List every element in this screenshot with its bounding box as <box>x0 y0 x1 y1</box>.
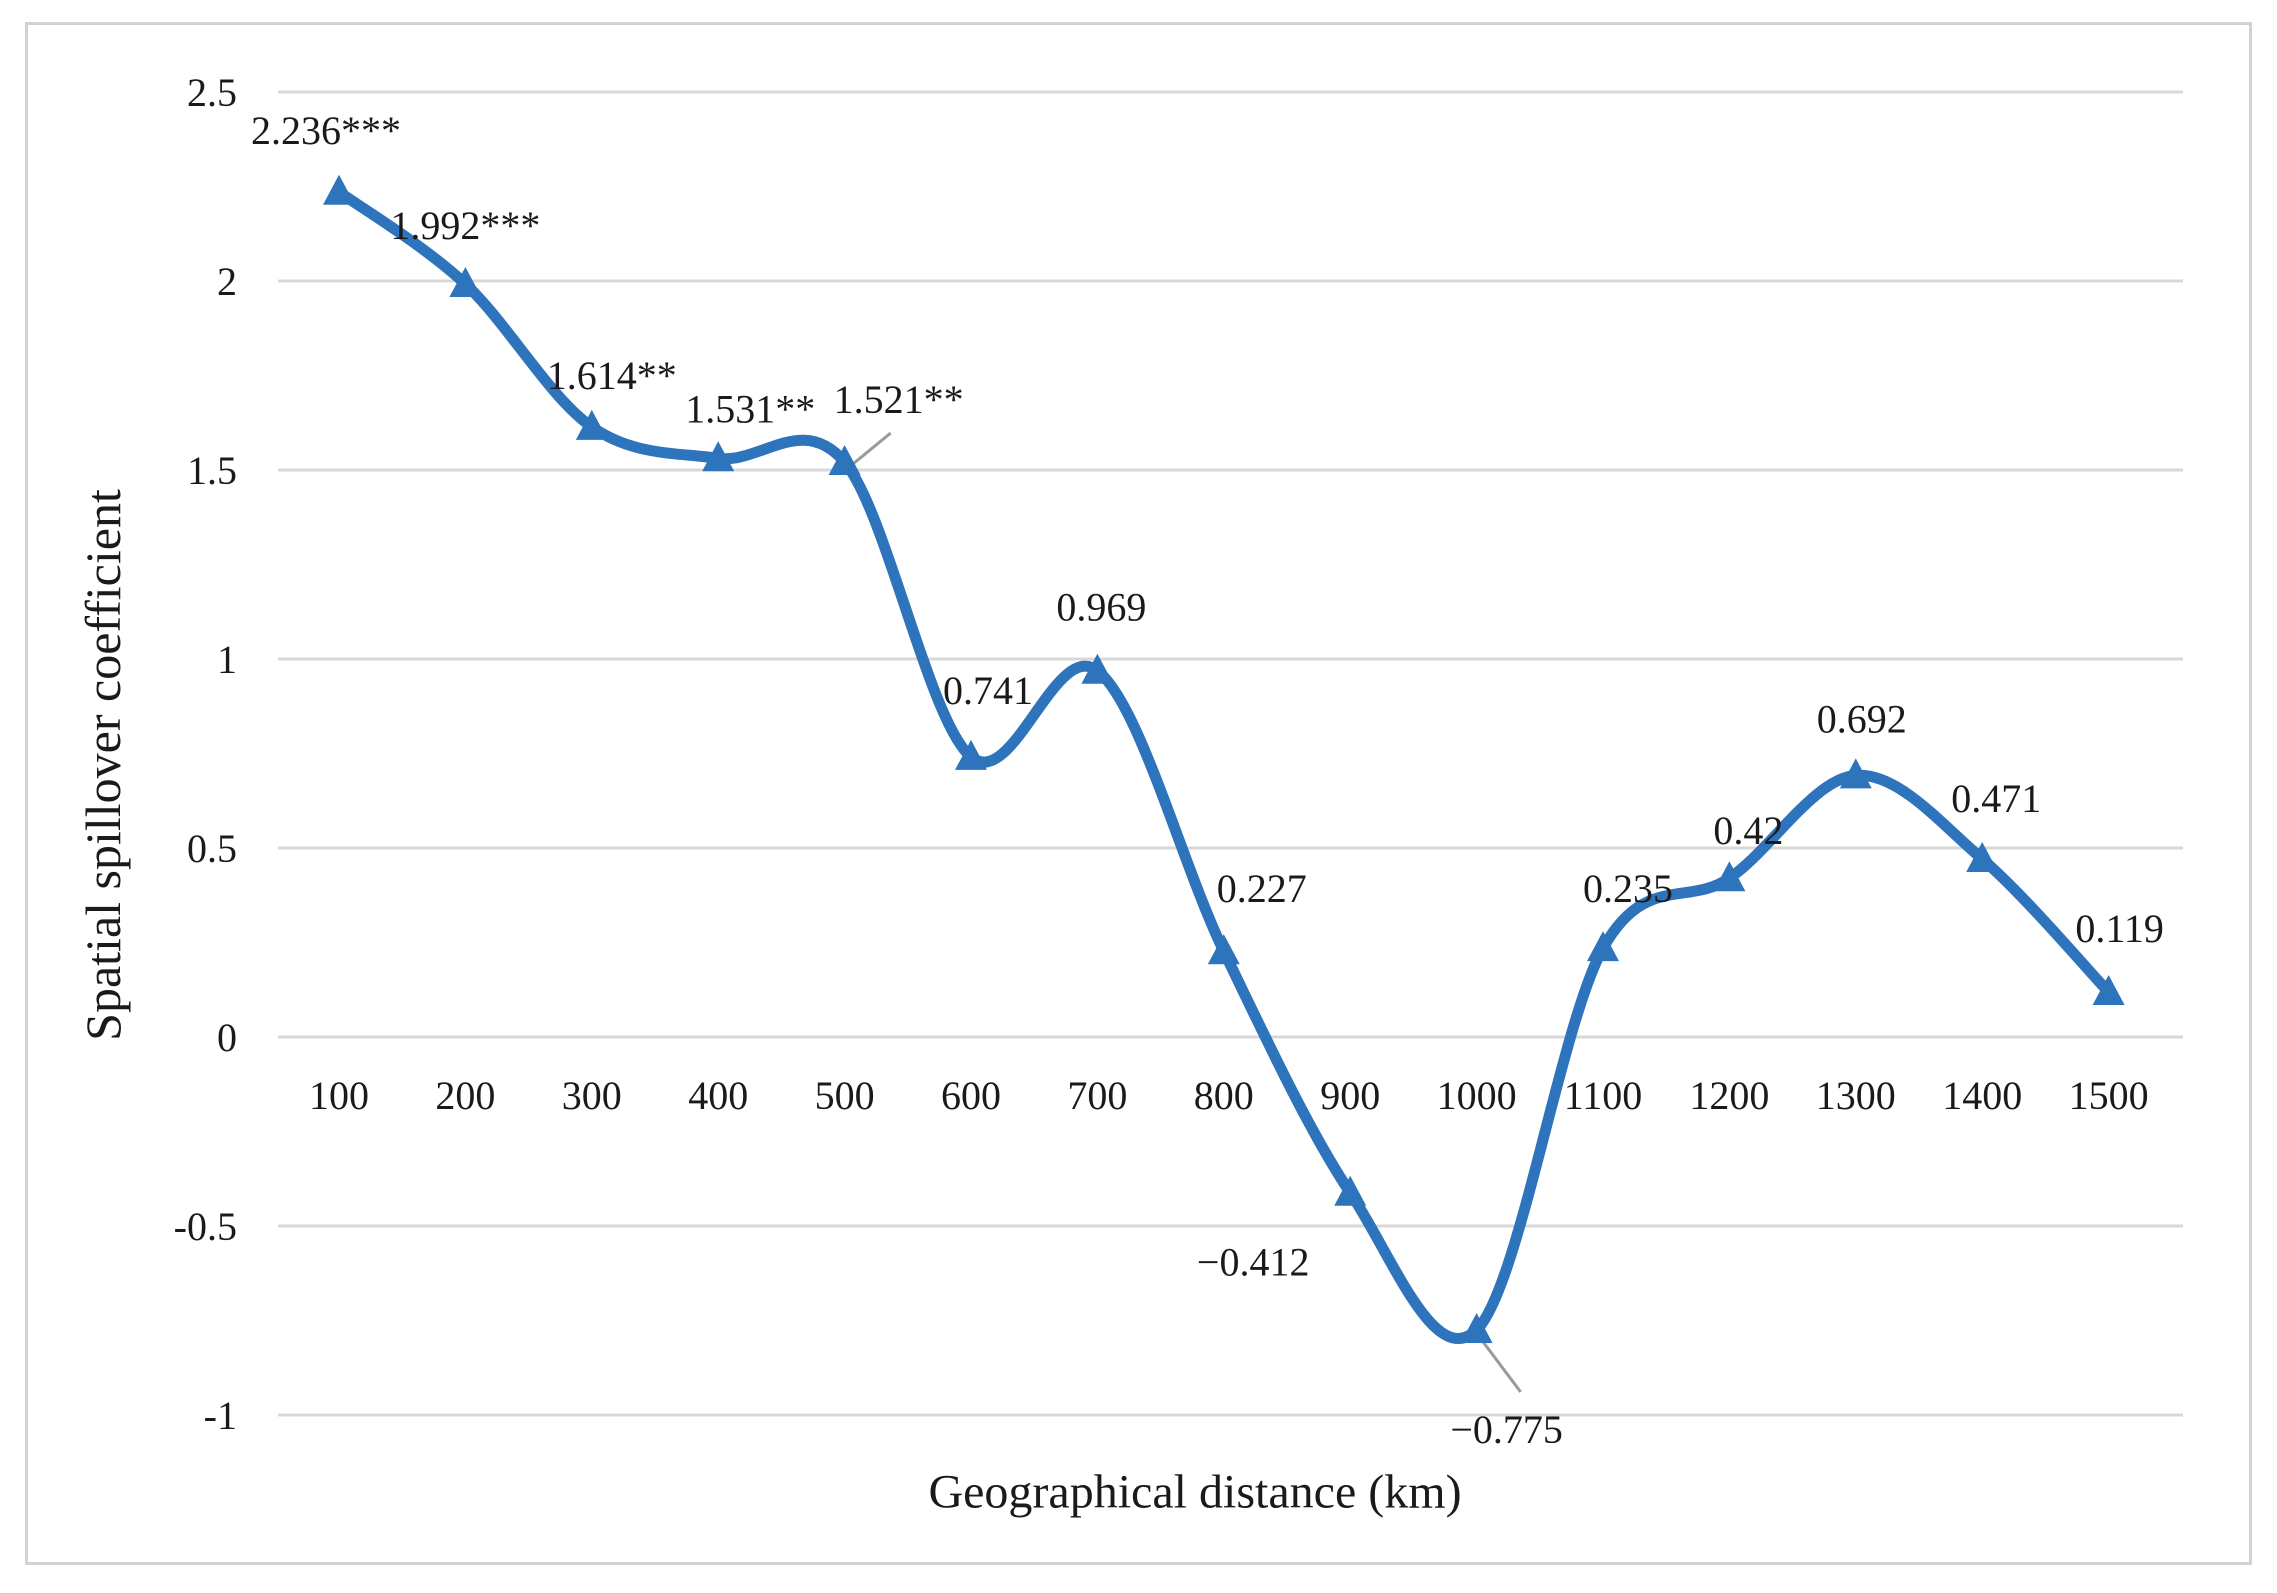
data-point-label: 0.692 <box>1817 696 1907 741</box>
x-tick-label: 600 <box>941 1073 1001 1118</box>
data-point-marker <box>323 174 355 205</box>
data-point-label: 0.471 <box>1951 776 2041 821</box>
data-point-label: 2.236*** <box>251 108 401 153</box>
y-tick-label: 2 <box>217 259 237 304</box>
data-point-marker <box>828 445 861 476</box>
y-tick-label: 1 <box>217 637 237 682</box>
label-leader-line <box>850 431 892 467</box>
x-tick-label: 1300 <box>1816 1073 1896 1118</box>
x-tick-label: 200 <box>435 1073 495 1118</box>
data-point-label: 1.614** <box>547 353 677 398</box>
x-tick-label: 900 <box>1320 1073 1380 1118</box>
x-tick-label: 400 <box>688 1073 748 1118</box>
x-axis-title: Geographical distance (km) <box>928 1465 1462 1519</box>
data-point-label: −0.412 <box>1197 1240 1310 1285</box>
y-axis-title: Spatial spillover coefficient <box>75 489 131 1041</box>
data-point-marker <box>1713 861 1746 892</box>
data-point-label: 1.531** <box>685 386 815 431</box>
data-point-label: 0.119 <box>2075 906 2164 951</box>
y-tick-label: -1 <box>204 1393 237 1438</box>
x-tick-label: 1400 <box>1942 1073 2022 1118</box>
data-point-marker <box>702 441 735 472</box>
data-point-marker <box>1207 934 1240 965</box>
y-tick-label: 0.5 <box>187 826 237 871</box>
y-tick-label: 0 <box>217 1015 237 1060</box>
y-tick-label: 2.5 <box>187 70 237 115</box>
data-point-label: 1.521** <box>834 377 964 422</box>
data-point-marker <box>1587 931 1619 962</box>
x-tick-label: 1500 <box>2069 1073 2149 1118</box>
x-tick-label: 100 <box>309 1073 369 1118</box>
x-tick-label: 1200 <box>1689 1073 1769 1118</box>
x-tick-label: 500 <box>815 1073 875 1118</box>
data-point-marker <box>1460 1312 1493 1343</box>
data-point-label: 0.235 <box>1583 866 1673 911</box>
y-tick-label: 1.5 <box>187 448 237 493</box>
data-point-label: −0.775 <box>1450 1407 1563 1452</box>
data-point-label: 0.969 <box>1056 585 1146 630</box>
data-point-marker <box>575 409 608 440</box>
data-point-marker <box>1839 758 1872 789</box>
data-point-label: 0.227 <box>1217 866 1307 911</box>
data-point-marker <box>1081 653 1114 684</box>
x-tick-label: 700 <box>1067 1073 1127 1118</box>
data-point-label: 0.42 <box>1713 808 1783 853</box>
data-point-marker <box>1966 841 1999 872</box>
data-point-marker <box>2092 975 2125 1006</box>
data-point-marker <box>955 739 987 770</box>
label-leader-line <box>1480 1339 1522 1393</box>
x-tick-label: 1000 <box>1437 1073 1517 1118</box>
x-tick-label: 1100 <box>1564 1073 1643 1118</box>
x-tick-label: 800 <box>1194 1073 1254 1118</box>
data-point-marker <box>1334 1175 1367 1206</box>
data-point-label: 0.741 <box>943 668 1033 713</box>
y-tick-label: -0.5 <box>174 1204 237 1249</box>
data-point-marker <box>449 267 482 298</box>
x-tick-label: 300 <box>562 1073 622 1118</box>
data-point-label: 1.992*** <box>390 203 540 248</box>
